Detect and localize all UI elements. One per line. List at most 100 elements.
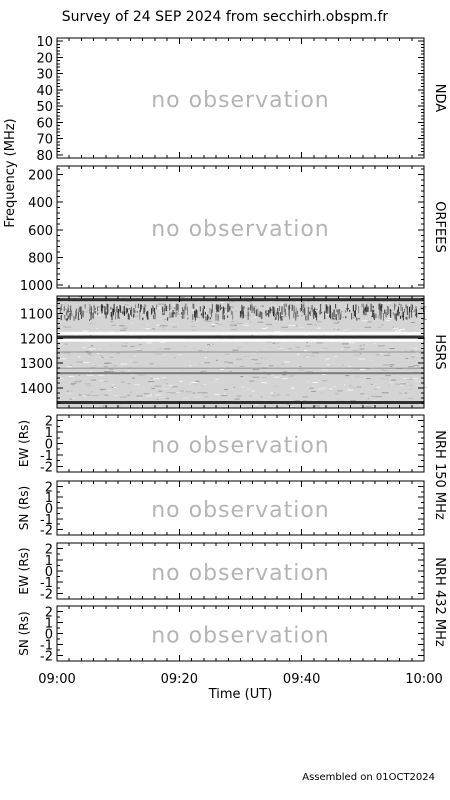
hsrs-burst bbox=[303, 303, 305, 308]
hsrs-noise bbox=[269, 361, 271, 363]
hsrs-noise bbox=[194, 384, 199, 385]
hsrs-noise bbox=[333, 322, 339, 324]
label-nda: NDA bbox=[432, 84, 447, 113]
hsrs-burst bbox=[307, 306, 309, 314]
hsrs-noise bbox=[81, 302, 83, 304]
y-tick-label: -2 bbox=[40, 524, 53, 539]
hsrs-noise bbox=[70, 397, 75, 399]
hsrs-burst bbox=[211, 309, 212, 317]
hsrs-noise bbox=[321, 369, 329, 371]
hsrs-burst bbox=[110, 312, 112, 317]
hsrs-noise bbox=[420, 404, 422, 406]
hsrs-burst bbox=[378, 303, 380, 310]
hsrs-noise bbox=[347, 390, 350, 392]
hsrs-noise bbox=[312, 382, 319, 383]
hsrs-noise bbox=[124, 304, 129, 306]
hsrs-burst bbox=[75, 308, 77, 317]
hsrs-burst bbox=[302, 304, 304, 313]
hsrs-burst bbox=[118, 317, 120, 319]
hsrs-burst bbox=[81, 314, 82, 319]
hsrs-burst bbox=[185, 303, 187, 311]
x-tick-label: 10:00 bbox=[405, 672, 442, 687]
hsrs-burst bbox=[379, 303, 380, 310]
hsrs-noise bbox=[316, 321, 322, 323]
hsrs-burst bbox=[140, 304, 141, 312]
hsrs-noise bbox=[349, 384, 355, 385]
hsrs-noise bbox=[396, 304, 404, 306]
hsrs-noise bbox=[118, 296, 122, 298]
hsrs-burst bbox=[90, 311, 92, 320]
hsrs-noise bbox=[349, 342, 355, 344]
hsrs-noise bbox=[422, 318, 427, 320]
hsrs-noise bbox=[102, 405, 105, 407]
hsrs-burst bbox=[154, 307, 156, 314]
hsrs-burst bbox=[166, 305, 168, 312]
label-nrh150: NRH 150 MHz bbox=[432, 430, 447, 520]
hsrs-burst bbox=[164, 303, 166, 311]
hsrs-noise bbox=[261, 377, 267, 378]
hsrs-burst bbox=[291, 304, 293, 311]
hsrs-noise bbox=[142, 380, 147, 382]
hsrs-burst bbox=[119, 304, 121, 312]
hsrs-noise bbox=[284, 315, 287, 317]
hsrs-noise bbox=[410, 356, 415, 358]
hsrs-noise bbox=[143, 393, 150, 395]
hsrs-noise bbox=[135, 313, 137, 315]
hsrs-noise bbox=[264, 358, 267, 360]
hsrs-burst bbox=[231, 310, 232, 315]
hsrs-noise bbox=[251, 359, 254, 360]
hsrs-burst bbox=[288, 309, 290, 317]
hsrs-burst bbox=[415, 313, 416, 316]
hsrs-burst bbox=[222, 306, 224, 315]
hsrs-noise bbox=[393, 328, 399, 330]
hsrs-burst bbox=[222, 310, 224, 318]
hsrs-noise bbox=[215, 323, 219, 325]
hsrs-burst bbox=[257, 308, 259, 317]
hsrs-noise bbox=[280, 316, 287, 318]
hsrs-noise bbox=[412, 378, 418, 380]
hsrs-noise bbox=[204, 362, 210, 364]
hsrs-burst bbox=[220, 307, 222, 309]
hsrs-burst bbox=[70, 309, 72, 315]
y-tick-label: 600 bbox=[28, 224, 53, 239]
hsrs-burst bbox=[340, 312, 342, 318]
hsrs-noise bbox=[401, 396, 404, 398]
hsrs-burst bbox=[270, 308, 272, 312]
hsrs-noise bbox=[381, 324, 384, 326]
hsrs-noise bbox=[62, 301, 68, 302]
hsrs-noise bbox=[243, 378, 245, 380]
hsrs-noise bbox=[169, 384, 173, 386]
hsrs-noise bbox=[271, 374, 274, 376]
hsrs-noise bbox=[362, 320, 368, 322]
hsrs-burst bbox=[314, 307, 316, 315]
hsrs-burst bbox=[69, 313, 71, 320]
hsrs-noise bbox=[127, 366, 133, 368]
hsrs-noise bbox=[384, 355, 390, 356]
y-tick-label: -2 bbox=[40, 650, 53, 665]
hsrs-noise bbox=[120, 363, 128, 365]
hsrs-noise bbox=[249, 321, 252, 323]
hsrs-noise bbox=[167, 349, 169, 351]
x-axis-label: Time (UT) bbox=[208, 687, 273, 702]
hsrs-noise bbox=[381, 403, 385, 405]
hsrs-noise bbox=[364, 345, 367, 347]
hsrs-burst bbox=[373, 315, 375, 320]
hsrs-burst bbox=[139, 312, 141, 320]
hsrs-burst bbox=[181, 312, 183, 315]
hsrs-noise bbox=[391, 379, 396, 381]
hsrs-band-1195 bbox=[57, 335, 424, 339]
hsrs-noise bbox=[231, 321, 234, 323]
hsrs-noise bbox=[283, 371, 288, 373]
hsrs-burst bbox=[175, 311, 177, 316]
hsrs-noise bbox=[63, 305, 70, 307]
hsrs-noise bbox=[395, 383, 402, 385]
hsrs-noise bbox=[191, 321, 194, 323]
hsrs-noise bbox=[293, 301, 295, 303]
hsrs-noise bbox=[307, 381, 309, 383]
hsrs-noise bbox=[121, 300, 124, 302]
hsrs-noise bbox=[348, 366, 352, 367]
hsrs-noise bbox=[76, 361, 83, 363]
hsrs-band-1340 bbox=[57, 372, 424, 375]
hsrs-noise bbox=[158, 404, 160, 406]
hsrs-noise bbox=[236, 346, 242, 348]
